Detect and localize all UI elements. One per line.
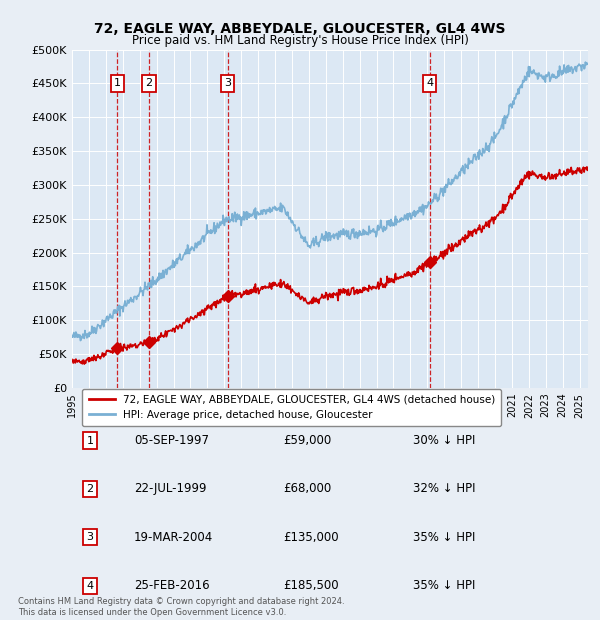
Text: £59,000: £59,000 (284, 434, 332, 447)
Text: 19-MAR-2004: 19-MAR-2004 (134, 531, 213, 544)
Text: £135,000: £135,000 (284, 531, 339, 544)
Text: 35% ↓ HPI: 35% ↓ HPI (413, 579, 475, 592)
Text: £185,500: £185,500 (284, 579, 339, 592)
Text: 05-SEP-1997: 05-SEP-1997 (134, 434, 209, 447)
Text: 30% ↓ HPI: 30% ↓ HPI (413, 434, 475, 447)
Text: 3: 3 (86, 532, 94, 542)
Text: 35% ↓ HPI: 35% ↓ HPI (413, 531, 475, 544)
Text: 1: 1 (86, 435, 94, 446)
Text: 32% ↓ HPI: 32% ↓ HPI (413, 482, 475, 495)
Text: 2: 2 (145, 78, 152, 89)
Text: 4: 4 (86, 580, 94, 591)
Text: 2: 2 (86, 484, 94, 494)
Text: Contains HM Land Registry data © Crown copyright and database right 2024.
This d: Contains HM Land Registry data © Crown c… (18, 598, 344, 617)
Legend: 72, EAGLE WAY, ABBEYDALE, GLOUCESTER, GL4 4WS (detached house), HPI: Average pri: 72, EAGLE WAY, ABBEYDALE, GLOUCESTER, GL… (82, 389, 502, 427)
Text: £68,000: £68,000 (284, 482, 332, 495)
Text: 72, EAGLE WAY, ABBEYDALE, GLOUCESTER, GL4 4WS: 72, EAGLE WAY, ABBEYDALE, GLOUCESTER, GL… (94, 22, 506, 36)
Text: 22-JUL-1999: 22-JUL-1999 (134, 482, 206, 495)
Text: 3: 3 (224, 78, 232, 89)
Text: Price paid vs. HM Land Registry's House Price Index (HPI): Price paid vs. HM Land Registry's House … (131, 34, 469, 47)
Text: 4: 4 (426, 78, 433, 89)
Text: 25-FEB-2016: 25-FEB-2016 (134, 579, 209, 592)
Text: 1: 1 (114, 78, 121, 89)
